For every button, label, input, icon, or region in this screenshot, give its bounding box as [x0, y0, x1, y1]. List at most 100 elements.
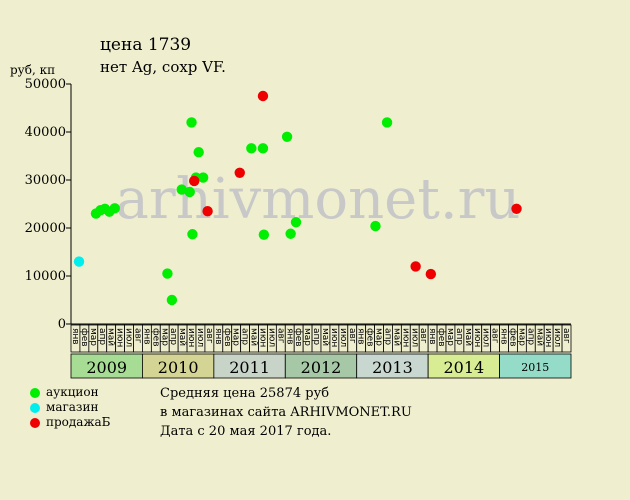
month-label: июн [257, 328, 267, 347]
y-tick-label: 0 [58, 317, 66, 332]
average-price-note: Средняя цена 25874 руб [160, 386, 330, 401]
data-point [109, 203, 120, 214]
month-label: янв [70, 328, 80, 345]
legend-label: аукцион [46, 385, 99, 399]
year-label: 2012 [301, 358, 342, 377]
y-axis-label: руб, кп [10, 63, 55, 77]
legend-marker [30, 402, 40, 413]
month-label: мар [302, 328, 312, 346]
month-label: авг [347, 328, 357, 344]
data-point [370, 220, 381, 232]
month-label: авг [132, 328, 142, 344]
notes: Средняя цена 25874 руб в магазинах сайта… [160, 384, 412, 441]
month-label: мар [159, 328, 169, 346]
month-label: июл [481, 328, 491, 347]
month-label: авг [561, 328, 571, 344]
month-label: фев [365, 328, 375, 347]
year-label: 2011 [229, 358, 270, 377]
year-label: 2009 [86, 358, 127, 377]
data-point [285, 228, 296, 239]
data-point [511, 203, 522, 214]
data-point [290, 217, 302, 228]
year-label: 2015 [521, 361, 549, 374]
month-label: июн [186, 328, 196, 347]
month-label: авг [490, 328, 500, 344]
data-point [234, 167, 245, 178]
month-label: июл [266, 328, 276, 347]
year-cell [356, 353, 429, 379]
month-label: авг [204, 328, 214, 344]
legend-item-sale: продажаБ [30, 415, 110, 430]
year-label: 2013 [372, 358, 413, 377]
data-point [381, 117, 393, 128]
month-label: июл [552, 328, 562, 347]
month-label: мар [374, 328, 384, 346]
year-cell [213, 353, 286, 379]
data-point [73, 256, 85, 267]
y-tick-label: 40000 [25, 125, 66, 140]
y-tick-label: 30000 [25, 173, 66, 188]
data-point [166, 294, 178, 306]
watermark: arhivmonet.ru [116, 167, 521, 232]
data-point [257, 90, 269, 102]
month-label: фев [222, 328, 232, 347]
month-label: янв [427, 328, 437, 345]
month-label: июл [195, 328, 205, 347]
month-label: фев [293, 328, 303, 347]
month-label: мар [445, 328, 455, 346]
data-point [184, 186, 195, 198]
month-label: май [249, 328, 259, 346]
legend-item-auction: аукцион [30, 385, 110, 400]
month-label: янв [213, 328, 223, 345]
year-label: 2014 [443, 358, 484, 377]
data-point [176, 184, 187, 195]
data-point [246, 143, 257, 154]
month-label: янв [499, 328, 509, 345]
month-label: май [320, 328, 330, 346]
data-points [73, 90, 522, 306]
month-label: апр [525, 328, 535, 345]
data-point [258, 229, 270, 240]
data-point [281, 131, 293, 142]
month-label: апр [311, 328, 321, 345]
y-tick-labels: 0 10000 20000 30000 40000 50000 [25, 77, 71, 332]
month-label: фев [79, 328, 89, 347]
data-point [187, 229, 198, 240]
legend-label: продажаБ [46, 415, 111, 429]
data-point [189, 175, 200, 187]
year-label: 2010 [158, 358, 199, 377]
month-label: фев [507, 328, 517, 347]
month-label: июл [124, 328, 134, 347]
year-cell [499, 353, 572, 379]
chart-title: цена 1739 [100, 35, 191, 55]
month-label: апр [382, 328, 392, 345]
month-label: апр [168, 328, 178, 345]
axes [70, 84, 571, 325]
month-label: май [391, 328, 401, 346]
month-label: июн [472, 328, 482, 347]
month-label: мар [88, 328, 98, 346]
month-label: апр [454, 328, 464, 345]
y-tick-label: 20000 [25, 221, 66, 236]
data-point [162, 268, 173, 279]
source-note: в магазинах сайта ARHIVMONET.RU [160, 405, 412, 420]
month-label: июн [329, 328, 339, 347]
month-label: фев [150, 328, 160, 347]
legend-item-shop: магазин [30, 400, 110, 415]
y-tick-label: 50000 [25, 77, 66, 92]
data-point [425, 268, 437, 280]
data-point [410, 261, 421, 272]
data-point [257, 143, 269, 154]
month-label: май [106, 328, 116, 346]
data-point [193, 146, 204, 158]
month-label: янв [284, 328, 294, 345]
month-label: июн [543, 328, 553, 347]
data-point [197, 172, 209, 183]
chart-subtitle: нет Ag, сохр VF. [100, 58, 226, 76]
month-cell [561, 324, 572, 353]
month-cells: янвфевмарапрмайиюниюлавгянвфевмарапрмайи… [70, 324, 572, 353]
legend-marker [30, 417, 40, 428]
month-label: янв [141, 328, 151, 345]
